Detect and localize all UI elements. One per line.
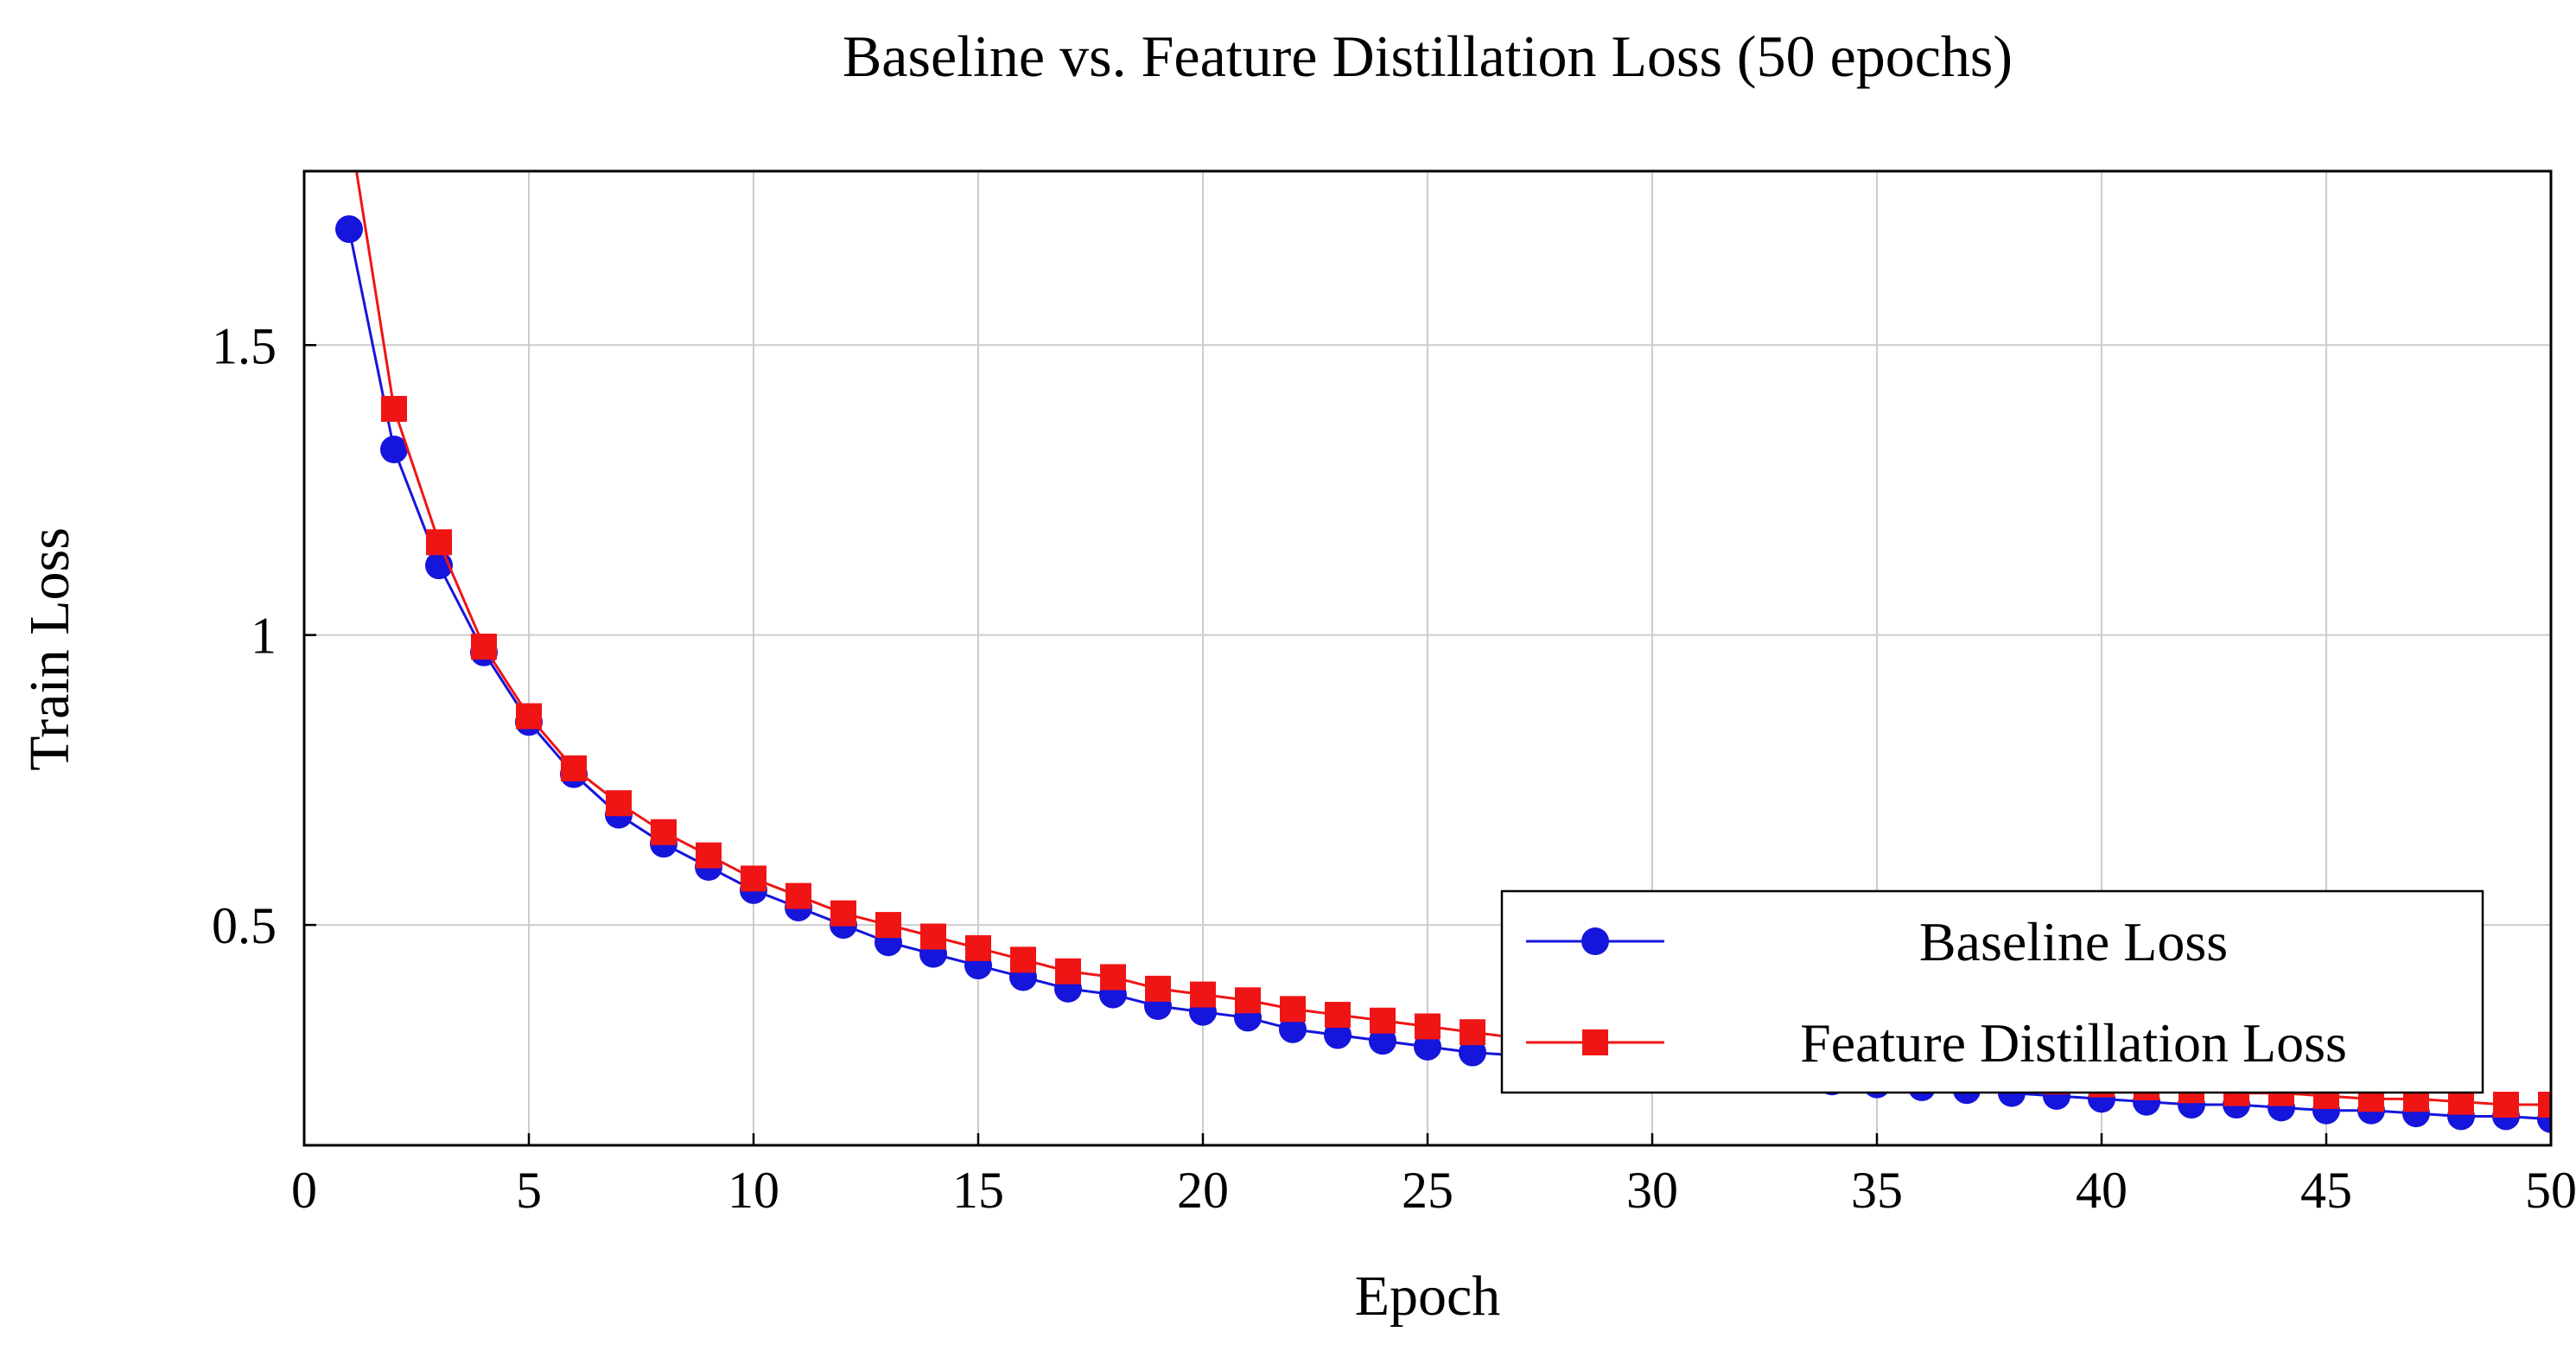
data-point-marker [1100,964,1126,991]
legend: Baseline Loss Feature Distillation Loss [1500,889,2484,1094]
y-axis-label: Train Loss [18,527,81,771]
data-point-marker [875,912,901,939]
data-point-marker [1324,1021,1352,1049]
x-tick-label: 5 [516,1162,542,1219]
data-point-marker [561,755,587,781]
x-tick-label: 25 [1402,1162,1453,1219]
data-point-marker [1279,1015,1307,1043]
data-point-marker [1055,958,1081,985]
data-point-marker [1459,1038,1486,1067]
data-point-marker [380,436,408,463]
data-point-marker [1010,946,1036,973]
data-point-marker [2538,1092,2551,1118]
data-point-marker [381,396,407,423]
data-point-marker [1370,1007,1396,1034]
data-point-marker [651,819,677,845]
data-point-marker [1190,981,1216,1008]
data-point-marker [336,112,362,137]
data-point-marker [471,634,497,660]
chart-title: Baseline vs. Feature Distillation Loss (… [842,23,2013,89]
data-point-marker [920,923,946,950]
x-tick-label: 0 [291,1162,317,1219]
data-point-marker [786,883,811,909]
data-point-marker [606,790,632,817]
tick-marks [302,344,2553,1145]
data-point-marker [2493,1092,2519,1118]
data-point-marker [1369,1027,1396,1055]
data-point-marker [1460,1019,1485,1046]
x-tick-label: 15 [952,1162,1004,1219]
data-point-marker [516,703,542,730]
data-point-marker [1280,996,1306,1023]
x-tick-label: 50 [2525,1162,2576,1219]
data-point-marker [696,842,722,869]
x-axis-label: Epoch [1354,1265,1501,1328]
legend-marker-circle [1581,927,1609,955]
data-point-marker [1235,987,1261,1014]
y-tick-label: 1.5 [212,317,277,374]
y-tick-label: 1 [251,608,277,665]
legend-box [1500,889,2484,1094]
data-point-marker [1414,1032,1441,1061]
x-tick-label: 40 [2076,1162,2128,1219]
data-point-marker [426,529,452,556]
data-point-marker [1325,1002,1351,1029]
data-point-marker [1145,975,1171,1002]
x-tick-label: 10 [728,1162,779,1219]
x-tick-label: 20 [1177,1162,1229,1219]
x-tick-label: 35 [1851,1162,1903,1219]
data-point-marker [741,865,766,892]
x-tick-label: 30 [1626,1162,1678,1219]
y-tick-label: 0.5 [212,897,277,954]
legend-marker-square [1582,1029,1608,1055]
data-point-marker [830,900,856,927]
data-point-marker [335,215,363,244]
legend-label: Baseline Loss [1919,911,2228,972]
legend-label: Feature Distillation Loss [1800,1012,2347,1074]
data-point-marker [965,934,991,961]
data-point-marker [1415,1013,1441,1040]
x-tick-label: 45 [2300,1162,2352,1219]
